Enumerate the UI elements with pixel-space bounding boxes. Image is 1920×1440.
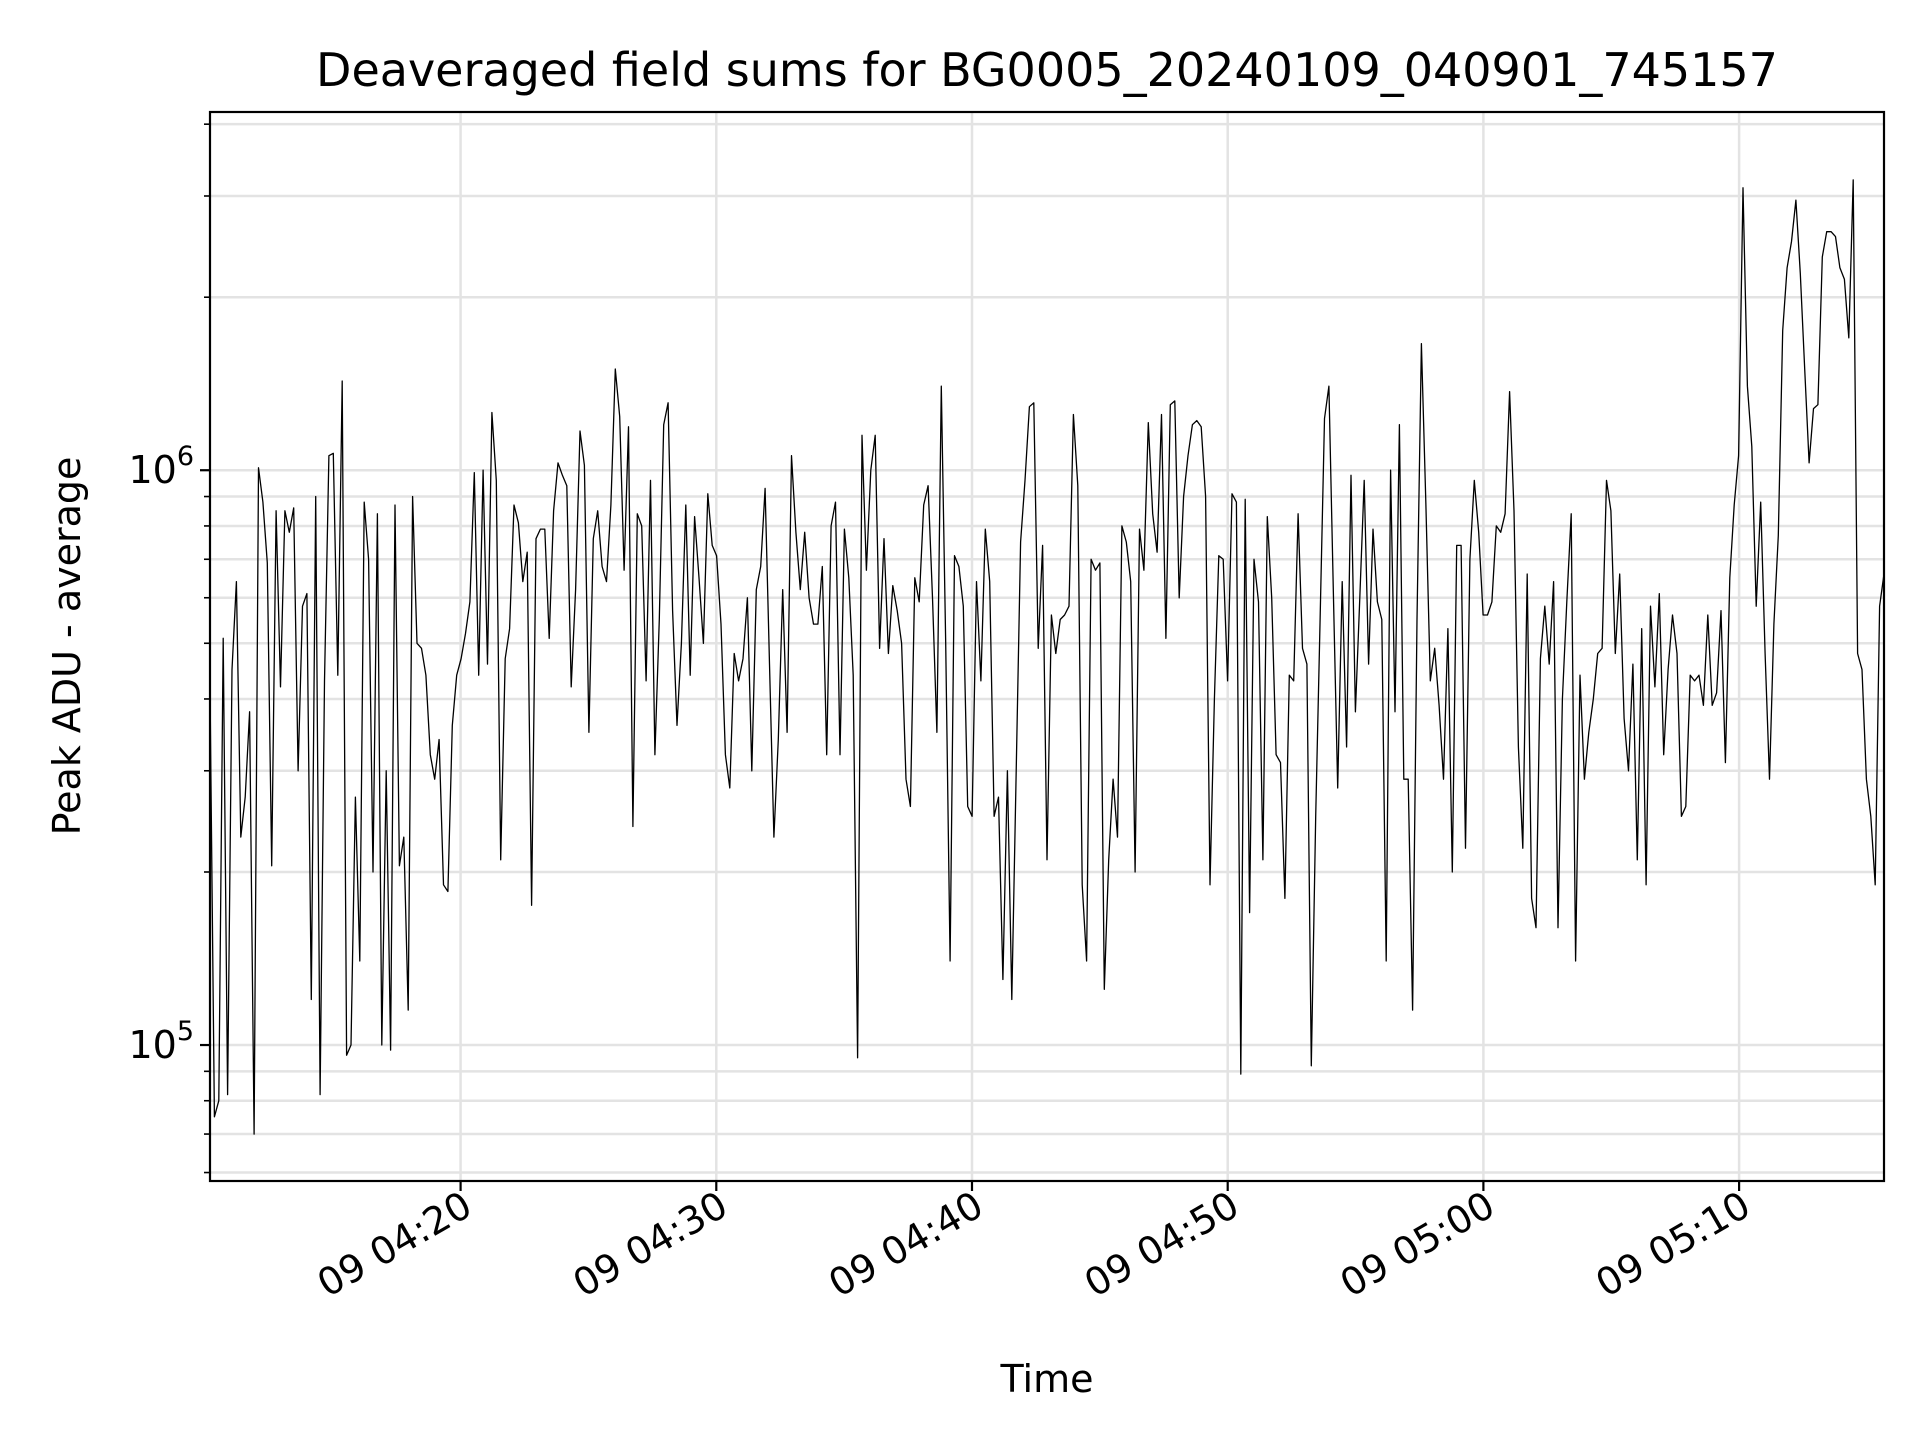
plot-area-frame <box>208 110 1886 1183</box>
x-axis-label: Time <box>1000 1357 1094 1401</box>
ticks: 105 106 09 04:20 09 04:30 09 04:40 09 04:50 09… <box>128 123 1758 1306</box>
y-axis-label: Peak ADU - average <box>45 457 89 836</box>
x-tick-label: 09 04:50 <box>1077 1183 1246 1306</box>
x-tick-label: 09 05:10 <box>1588 1183 1757 1306</box>
series-line <box>209 179 1885 1135</box>
x-tick-label: 09 05:00 <box>1333 1183 1502 1306</box>
x-tick-label: 09 04:30 <box>566 1183 735 1306</box>
series-layer <box>209 179 1885 1135</box>
grid <box>210 112 1884 1181</box>
x-tick-label: 09 04:20 <box>310 1183 479 1306</box>
y-tick-label: 105 <box>128 1016 194 1067</box>
x-tick-label: 09 04:40 <box>821 1183 990 1306</box>
chart-title: Deaveraged field sums for BG0005_2024010… <box>316 43 1778 97</box>
y-tick-label: 106 <box>128 441 194 492</box>
